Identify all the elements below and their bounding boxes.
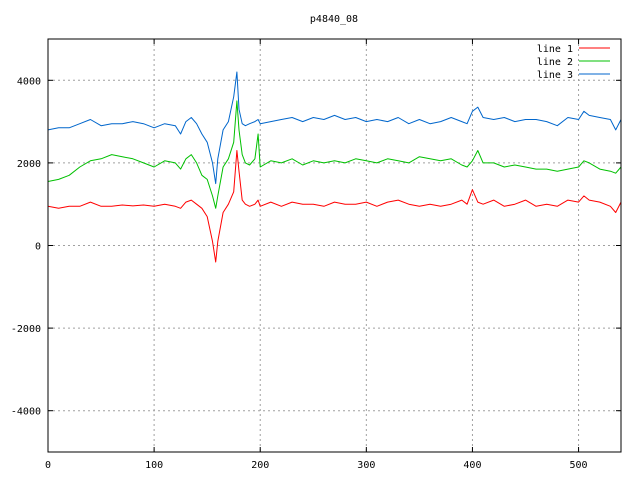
x-tick-label: 100 — [145, 460, 163, 471]
y-tick-label: 2000 — [17, 159, 41, 170]
x-tick-label: 200 — [251, 460, 269, 471]
y-tick-label: -2000 — [11, 324, 41, 335]
x-tick-label: 500 — [570, 460, 588, 471]
chart-title: p4840_08 — [310, 14, 358, 25]
x-tick-label: 400 — [463, 460, 481, 471]
y-tick-label: 0 — [35, 242, 41, 253]
legend-label-1: line 1 — [537, 44, 573, 55]
series-line-2 — [47, 100, 622, 209]
grid — [47, 39, 621, 452]
legend-label-3: line 3 — [537, 70, 573, 81]
series-lines — [47, 71, 622, 263]
axis-ticks: -4000 -2000 0 2000 4000 0 100 200 300 400 500 — [11, 39, 621, 471]
plot-frame — [47, 38, 622, 453]
x-tick-label: 300 — [357, 460, 375, 471]
legend: line 1 line 2 line 3 — [537, 44, 610, 81]
series-line-3 — [47, 71, 622, 185]
y-tick-label: 4000 — [17, 76, 41, 87]
legend-label-2: line 2 — [537, 57, 573, 68]
series-line-1 — [47, 150, 622, 263]
x-tick-label: 0 — [45, 460, 51, 471]
y-tick-label: -4000 — [11, 407, 41, 418]
